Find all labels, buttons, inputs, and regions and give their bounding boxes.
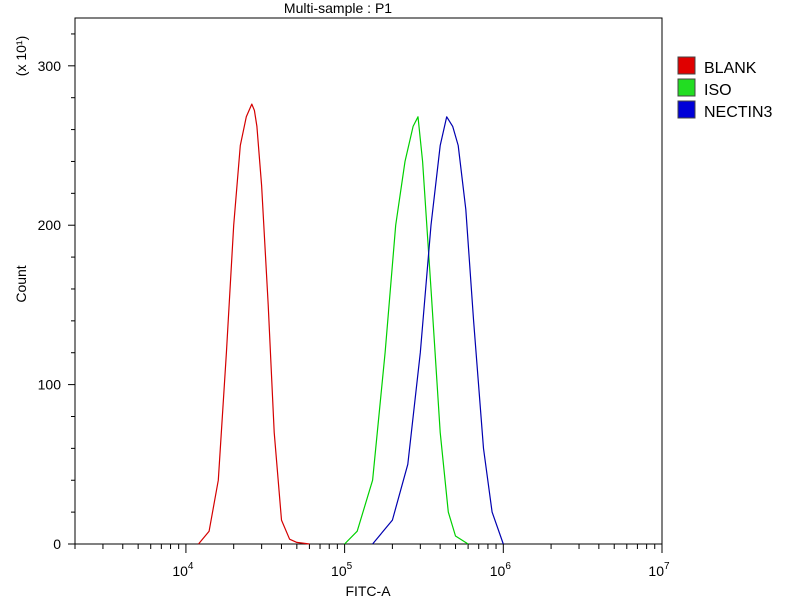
series-line-nectin3: [372, 116, 504, 545]
chart-title: Multi-sample : P1: [284, 0, 392, 16]
y-tick-label: 300: [38, 58, 62, 74]
y-tick-label: 200: [38, 217, 62, 233]
y-tick-label: 0: [53, 536, 61, 552]
legend-item-iso: ISO: [677, 78, 732, 99]
x-tick-label: 107: [648, 561, 670, 579]
legend-label-iso: ISO: [704, 82, 732, 99]
y-axis: 0 100 200 300: [38, 33, 75, 552]
x-axis: 104 105 106 107: [74, 544, 670, 579]
series-lines: [198, 103, 504, 545]
plot-area-frame: [74, 17, 663, 545]
legend-swatch-nectin3: [677, 100, 696, 119]
legend-label-nectin3: NECTIN3: [704, 104, 773, 121]
x-tick-label: 106: [490, 561, 512, 579]
series-line-blank: [198, 103, 310, 545]
legend-item-blank: BLANK: [677, 56, 757, 77]
legend-item-nectin3: NECTIN3: [677, 100, 773, 121]
legend-swatch-blank: [677, 56, 696, 75]
series-line-iso: [344, 116, 469, 545]
x-axis-title: FITC-A: [345, 583, 391, 599]
y-multiplier-label: (x 10¹): [13, 36, 29, 76]
y-tick-label: 100: [38, 377, 62, 393]
legend-label-blank: BLANK: [704, 60, 757, 77]
legend-swatch-iso: [677, 78, 696, 97]
x-tick-label: 104: [172, 561, 194, 579]
y-axis-title: Count: [13, 265, 29, 302]
x-tick-label: 105: [331, 561, 353, 579]
legend: BLANK ISO NECTIN3: [677, 56, 773, 121]
